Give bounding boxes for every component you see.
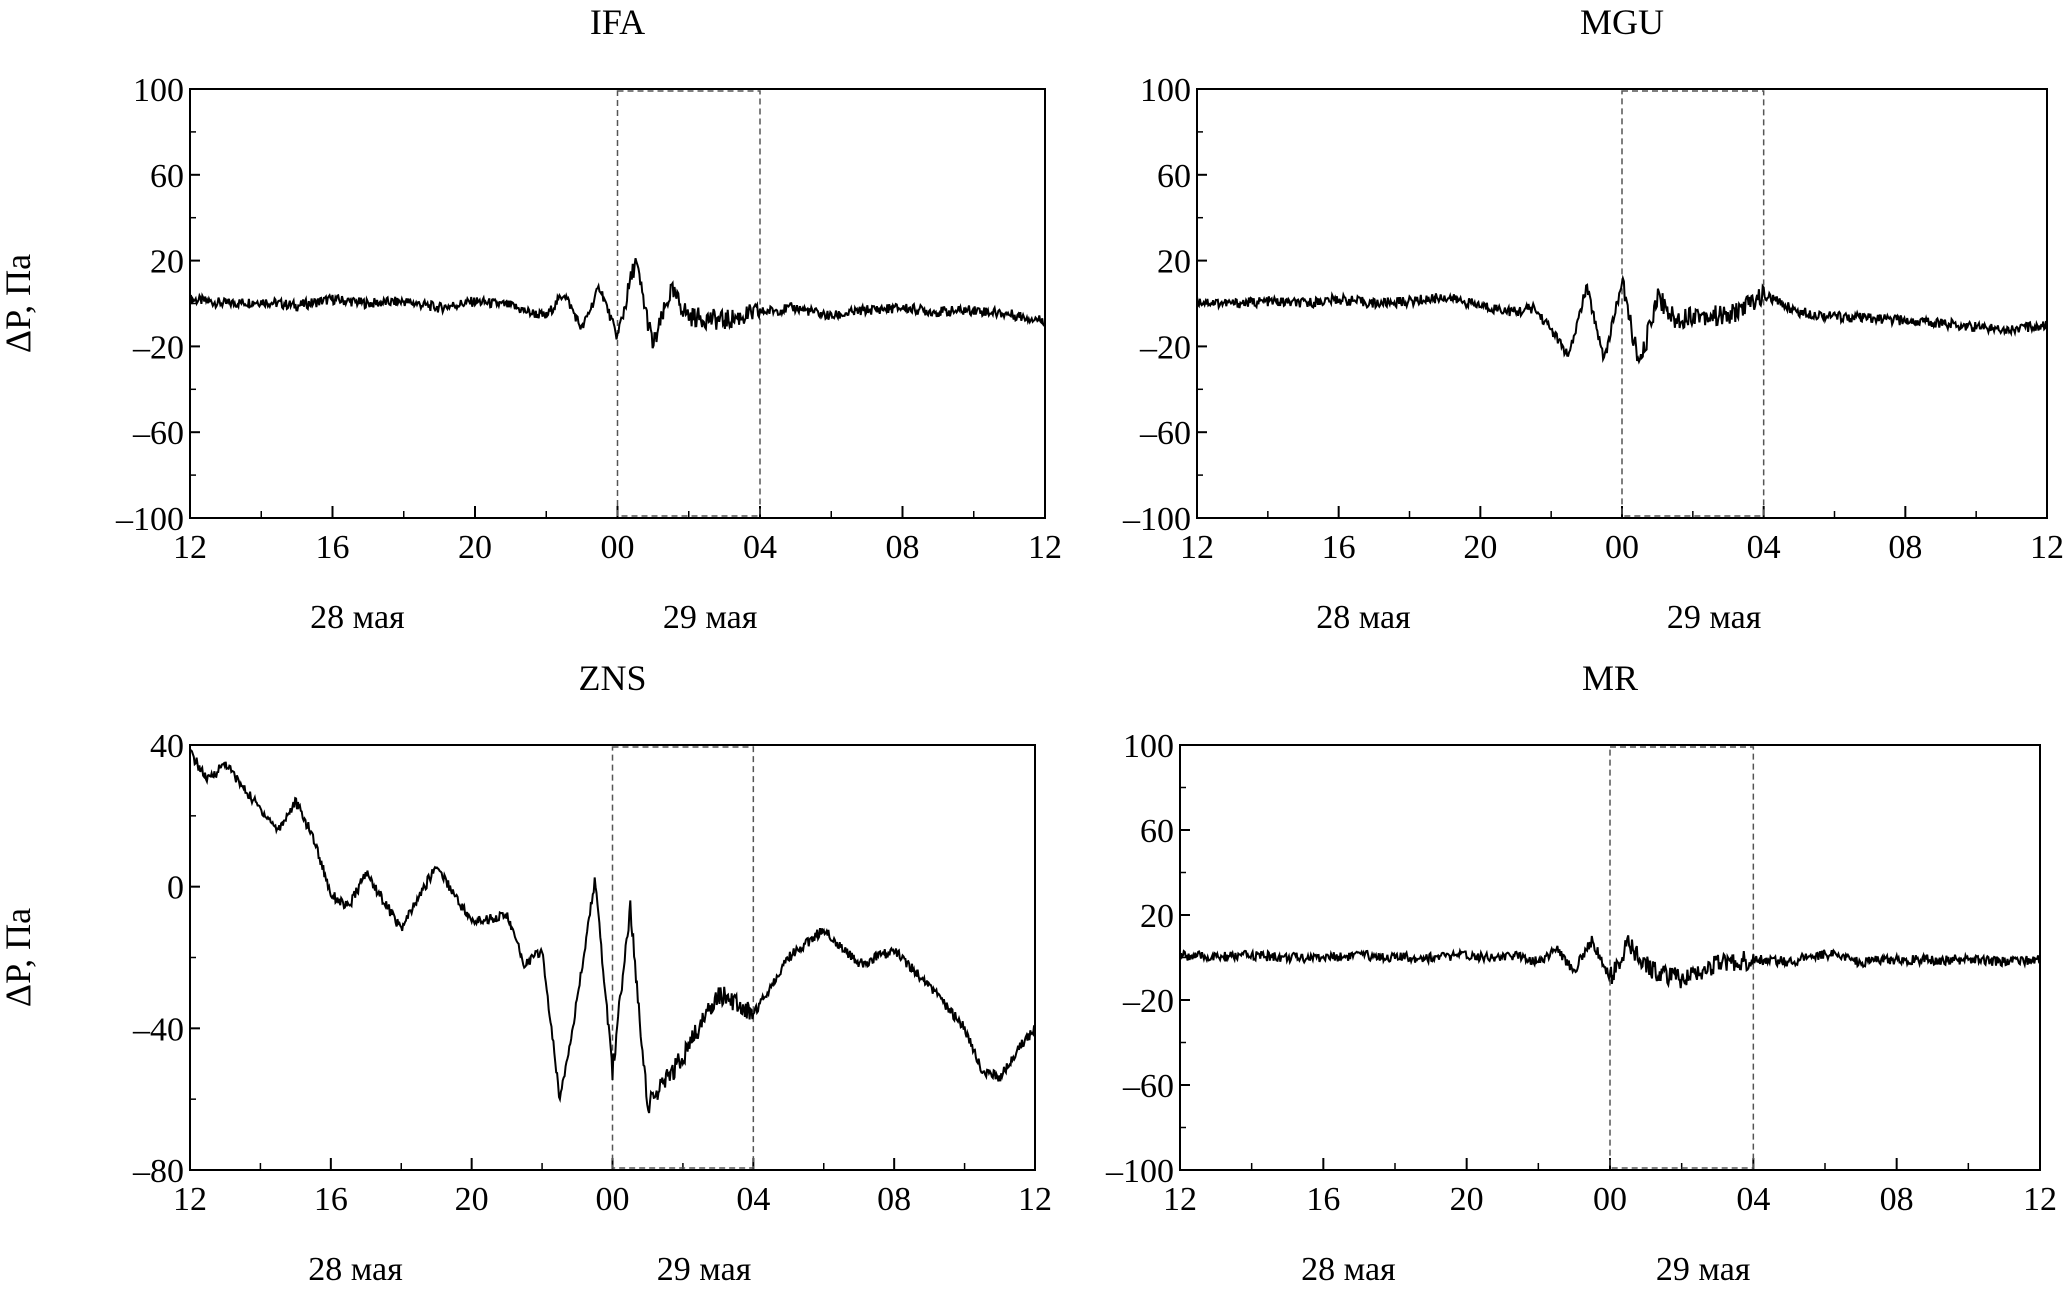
x-tick-label: 16 (314, 1181, 348, 1218)
y-tick-label: 60 (150, 158, 184, 195)
y-tick-label: –40 (132, 1011, 184, 1048)
y-tick-label: –20 (1122, 983, 1174, 1020)
date-label: 28 мая (1316, 599, 1411, 636)
y-axis-label: ΔP, Па (0, 908, 38, 1007)
date-label: 29 мая (663, 599, 758, 636)
x-tick-label: 04 (743, 529, 777, 566)
x-tick-label: 20 (458, 529, 492, 566)
x-tick-label: 04 (1736, 1181, 1770, 1218)
x-tick-label: 08 (877, 1181, 911, 1218)
x-tick-label: 08 (886, 529, 920, 566)
x-tick-label: 00 (1593, 1181, 1627, 1218)
y-tick-label: 100 (1123, 728, 1174, 765)
highlight-window (1622, 91, 1764, 516)
x-tick-label: 16 (1322, 529, 1356, 566)
y-tick-label: 20 (150, 244, 184, 281)
x-tick-label: 08 (1888, 529, 1922, 566)
y-tick-label: 100 (133, 72, 184, 109)
y-tick-label: 60 (1157, 158, 1191, 195)
date-label: 28 мая (310, 599, 405, 636)
x-tick-label: 00 (596, 1181, 630, 1218)
y-tick-label: 0 (167, 870, 184, 907)
y-tick-label: 20 (1140, 898, 1174, 935)
x-tick-label: 12 (1163, 1181, 1197, 1218)
x-tick-label: 12 (173, 1181, 207, 1218)
date-label: 28 мая (1301, 1251, 1396, 1288)
date-label: 29 мая (657, 1251, 752, 1288)
y-tick-label: 60 (1140, 813, 1174, 850)
chart-title: IFA (590, 2, 645, 42)
y-tick-label: –20 (132, 329, 184, 366)
x-tick-label: 12 (2030, 529, 2064, 566)
chart-title: ZNS (578, 658, 646, 698)
y-tick-label: 20 (1157, 244, 1191, 281)
x-tick-label: 04 (1747, 529, 1781, 566)
x-tick-label: 20 (1463, 529, 1497, 566)
chart-title: MGU (1580, 2, 1664, 42)
y-axis-label: ΔP, Па (0, 254, 38, 353)
date-label: 29 мая (1667, 599, 1762, 636)
highlight-window (618, 91, 761, 516)
date-label: 28 мая (308, 1251, 403, 1288)
y-tick-label: –20 (1139, 329, 1191, 366)
y-tick-label: –60 (132, 415, 184, 452)
x-tick-label: 16 (316, 529, 350, 566)
x-tick-label: 12 (1018, 1181, 1052, 1218)
x-tick-label: 08 (1880, 1181, 1914, 1218)
x-tick-label: 20 (1450, 1181, 1484, 1218)
y-tick-label: –60 (1122, 1068, 1174, 1105)
x-tick-label: 12 (1028, 529, 1062, 566)
y-tick-label: 40 (150, 728, 184, 765)
x-tick-label: 04 (736, 1181, 770, 1218)
x-tick-label: 12 (173, 529, 207, 566)
y-tick-label: –60 (1139, 415, 1191, 452)
x-tick-label: 12 (2023, 1181, 2057, 1218)
x-tick-label: 00 (1605, 529, 1639, 566)
date-label: 29 мая (1656, 1251, 1751, 1288)
x-tick-label: 00 (601, 529, 635, 566)
x-tick-label: 20 (455, 1181, 489, 1218)
chart-title: MR (1582, 658, 1638, 698)
x-tick-label: 16 (1306, 1181, 1340, 1218)
data-line (190, 749, 1035, 1113)
y-tick-label: 100 (1140, 72, 1191, 109)
x-tick-label: 12 (1180, 529, 1214, 566)
